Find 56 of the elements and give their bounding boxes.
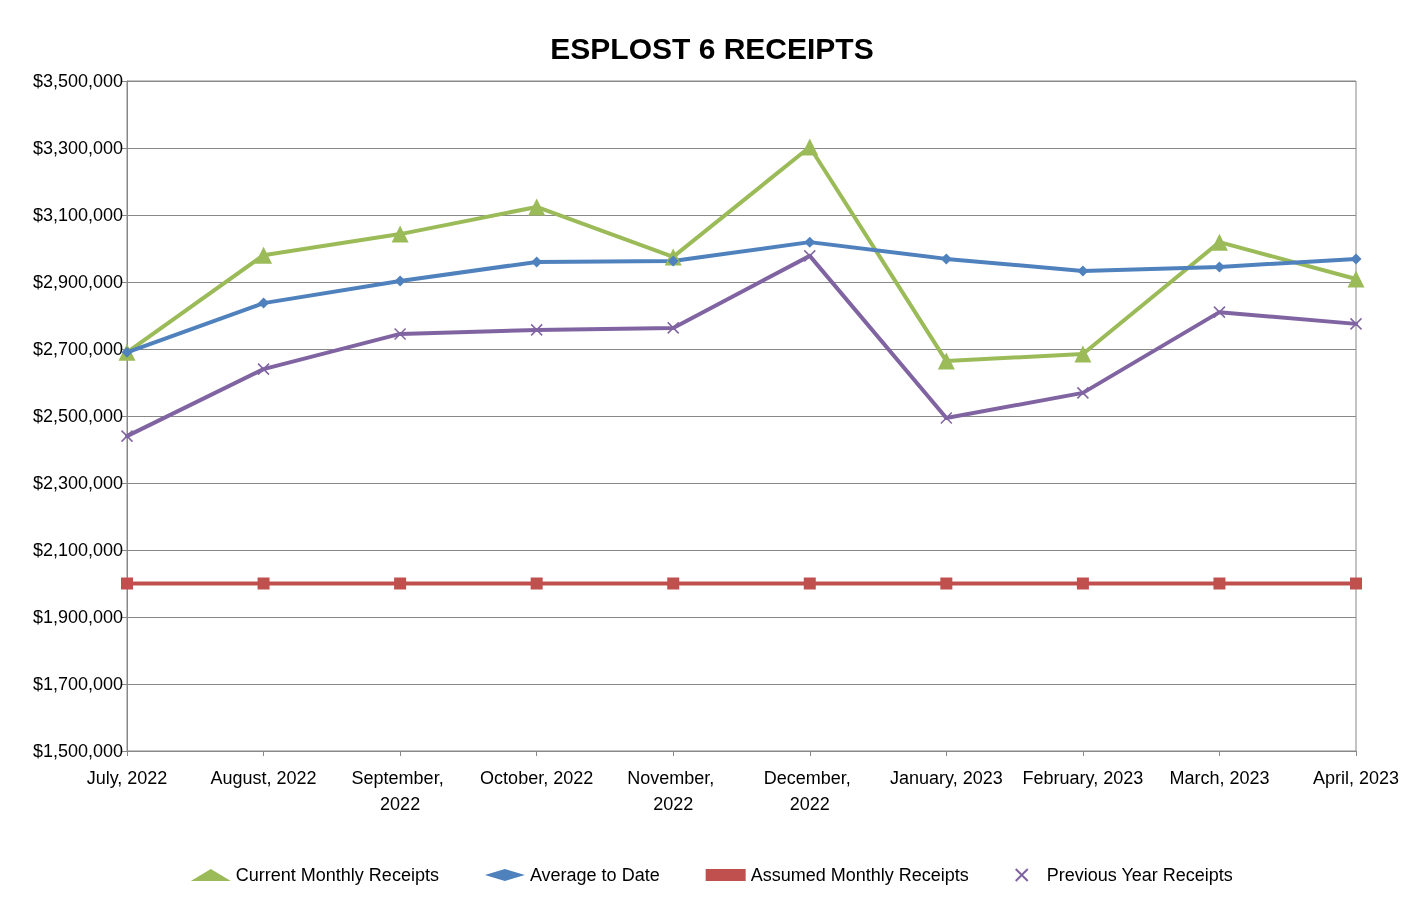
point	[391, 225, 409, 243]
x-tick-label: August, 2022	[210, 768, 317, 788]
y-tick-label: $1,900,000	[32, 607, 123, 627]
point	[1350, 577, 1362, 590]
point	[1210, 233, 1228, 251]
y-tick-label: $2,300,000	[32, 473, 123, 493]
x-tick-label: July, 2022	[86, 768, 168, 788]
legend-label: Average to Date	[529, 865, 660, 885]
point	[1213, 305, 1226, 319]
legend-label: Current Monthly Receipts	[235, 865, 439, 885]
y-tick-label: $3,500,000	[32, 71, 123, 91]
x-tick-label: February, 2023	[1022, 768, 1144, 788]
legend-label: Assumed Monthly Receipts	[750, 865, 969, 885]
point	[1347, 270, 1365, 288]
y-tick-label: $1,500,000	[32, 741, 123, 761]
chart-title: ESPLOST 6 RECEIPTS	[550, 31, 874, 65]
point	[257, 362, 270, 376]
point	[121, 577, 133, 590]
point	[666, 321, 680, 335]
y-tick-label: $2,900,000	[32, 272, 123, 292]
y-tick-label: $2,700,000	[32, 339, 123, 359]
point	[940, 577, 953, 590]
x-tick-label: April, 2023	[1312, 768, 1400, 788]
point	[1074, 345, 1092, 363]
point	[255, 246, 273, 264]
point	[1349, 317, 1363, 331]
point	[257, 577, 270, 590]
point	[394, 577, 407, 590]
x-tick-label: November, 2022	[627, 768, 720, 814]
point	[1076, 577, 1089, 590]
y-tick-label: $2,500,000	[32, 406, 123, 426]
x-tick-label: March, 2023	[1169, 768, 1270, 788]
y-tick-label: $1,700,000	[32, 674, 123, 694]
point	[1213, 577, 1226, 590]
point	[530, 323, 543, 337]
point	[530, 577, 543, 590]
point	[801, 138, 819, 156]
point	[1076, 386, 1090, 400]
point	[803, 249, 817, 263]
point	[803, 577, 816, 590]
x-tick-label: September, 2022	[351, 768, 449, 814]
point	[667, 577, 680, 590]
x-tick-label: December, 2022	[763, 768, 856, 814]
point	[940, 411, 953, 425]
point	[1350, 253, 1362, 265]
x-tick-label: October, 2022	[480, 768, 594, 788]
point	[120, 429, 134, 443]
y-tick-label: $3,100,000	[32, 205, 123, 225]
y-tick-label: $2,100,000	[32, 540, 123, 560]
legend-label: Previous Year Receipts	[1046, 865, 1233, 885]
point	[937, 352, 955, 370]
point	[393, 327, 407, 341]
x-tick-label: January, 2023	[889, 768, 1003, 788]
y-tick-label: $3,300,000	[32, 138, 123, 158]
point	[394, 275, 406, 287]
point	[528, 198, 546, 216]
